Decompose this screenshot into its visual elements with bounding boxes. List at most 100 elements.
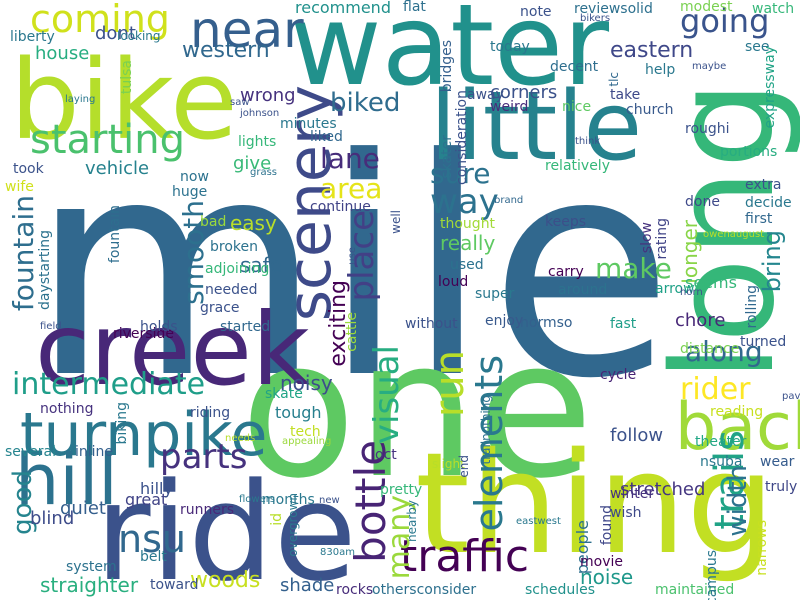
- word-pavement: pavement: [782, 391, 800, 402]
- word-tech: tech: [290, 424, 321, 440]
- word-took: took: [13, 161, 44, 177]
- word-johnson: johnson: [240, 108, 280, 119]
- word-daystarting: daystarting: [37, 230, 53, 311]
- word-fountain: fountain: [7, 195, 40, 312]
- word-riding: riding: [190, 405, 231, 421]
- word-blind: blind: [30, 508, 75, 529]
- word-needed: needed: [205, 282, 258, 298]
- word-decent: decent: [550, 59, 599, 75]
- word-months: months: [262, 492, 315, 508]
- word-enjoy: enjoy: [485, 313, 524, 329]
- word-found: found: [599, 505, 615, 546]
- word-started: started: [220, 319, 271, 335]
- word-skater: skater: [439, 135, 455, 179]
- word-slow: slow: [639, 222, 655, 254]
- word-biked: biked: [330, 88, 401, 118]
- word-consideration: consideration: [454, 90, 470, 185]
- word-runners: runners: [180, 502, 235, 518]
- word-sure: sure: [430, 157, 491, 190]
- word-turnpike: turnpike: [20, 400, 268, 470]
- word-keeps: keeps: [545, 214, 587, 230]
- word-maintained: maintained: [655, 582, 735, 598]
- word-see: see: [745, 39, 770, 55]
- word-think: think: [575, 136, 601, 147]
- word-nearby: nearby: [405, 500, 419, 542]
- word-parts: parts: [160, 437, 248, 477]
- word-take: take: [610, 87, 641, 103]
- word-fast: fast: [610, 316, 637, 332]
- word-rocks: rocks: [336, 582, 374, 598]
- word-slight: slight: [432, 457, 465, 471]
- word-field: field: [40, 321, 62, 332]
- word-one: one: [240, 299, 594, 520]
- word-coming: coming: [30, 0, 170, 41]
- word-arrow: arrow: [655, 281, 695, 297]
- word-quiet: quiet: [60, 498, 106, 519]
- word-nothing: nothing: [40, 401, 94, 417]
- word-riverside: riverside: [113, 326, 174, 342]
- word-around: around: [558, 282, 608, 298]
- word-chore: chore: [675, 310, 726, 331]
- word-creek: creek: [35, 291, 310, 408]
- word-really: really: [440, 231, 496, 255]
- word-eastwest: eastwest: [516, 516, 561, 527]
- word-normso: normso: [520, 315, 573, 331]
- word-mile: mile: [30, 95, 674, 444]
- word-tulsa: tulsa: [119, 60, 135, 95]
- word-done: done: [685, 194, 720, 210]
- word-help: help: [645, 62, 676, 78]
- word-near: near: [190, 1, 304, 59]
- word-expressway: expressway: [762, 46, 778, 129]
- word-trailnothing: trailnothing: [479, 395, 493, 465]
- word-brand: brand: [494, 195, 524, 206]
- word-decide: decide: [745, 195, 792, 211]
- word-winter: winter: [610, 486, 655, 502]
- word-owenaugust: owenaugust: [703, 229, 765, 240]
- word-thing: thing: [415, 423, 776, 586]
- word-reviewsolid: reviewsolid: [574, 1, 653, 17]
- word-hilly: hilly: [140, 479, 173, 498]
- word-stretched: stretched: [620, 479, 706, 500]
- word-adjoining: adjoining: [205, 261, 270, 277]
- word-flowers: flowers: [239, 494, 276, 505]
- word-away: away: [467, 87, 504, 103]
- word-thought: thought: [440, 216, 496, 232]
- word-lane: lane: [320, 142, 380, 175]
- word-area: area: [320, 172, 383, 205]
- word-tough: tough: [275, 403, 322, 422]
- word-nsuba: nsuba: [700, 454, 743, 470]
- word-recommend: recommend: [295, 0, 391, 17]
- word-othersconsider: othersconsider: [372, 582, 477, 598]
- word-vehicle: vehicle: [85, 158, 150, 179]
- word-noisy: noisy: [280, 371, 333, 395]
- word-bike: bike: [10, 36, 238, 164]
- word-ride: ride: [95, 454, 357, 600]
- word-portions: portions: [720, 144, 778, 160]
- word-looking: looking: [117, 29, 161, 43]
- word-schedules: schedules: [525, 582, 596, 598]
- word-bridges: bridges: [439, 40, 455, 93]
- word-extra: extra: [745, 177, 782, 193]
- word-corners: corners: [490, 82, 558, 103]
- word-skate: skate: [265, 386, 303, 402]
- word-huge: huge: [172, 184, 208, 200]
- word-broken: broken: [210, 239, 258, 255]
- word-easy: easy: [230, 211, 277, 235]
- word-grass: grass: [250, 167, 278, 178]
- word-first: first: [745, 211, 773, 227]
- word-truly: truly: [765, 479, 798, 495]
- word-several: several: [5, 444, 57, 460]
- word-run: run: [427, 350, 473, 418]
- word-dont: dont: [95, 23, 136, 44]
- word-holds: holds: [140, 319, 178, 335]
- word-western: western: [182, 38, 270, 63]
- word-along: along: [685, 335, 763, 368]
- word-overgrown: overgrown: [286, 493, 300, 557]
- word-starting: starting: [30, 117, 186, 163]
- word-seems: seems: [685, 273, 737, 292]
- word-liberty: liberty: [10, 29, 55, 45]
- word-bad: bad: [200, 214, 227, 230]
- word-rating: rating: [654, 218, 670, 260]
- word-great: great: [125, 490, 168, 509]
- word-wear: wear: [760, 454, 795, 470]
